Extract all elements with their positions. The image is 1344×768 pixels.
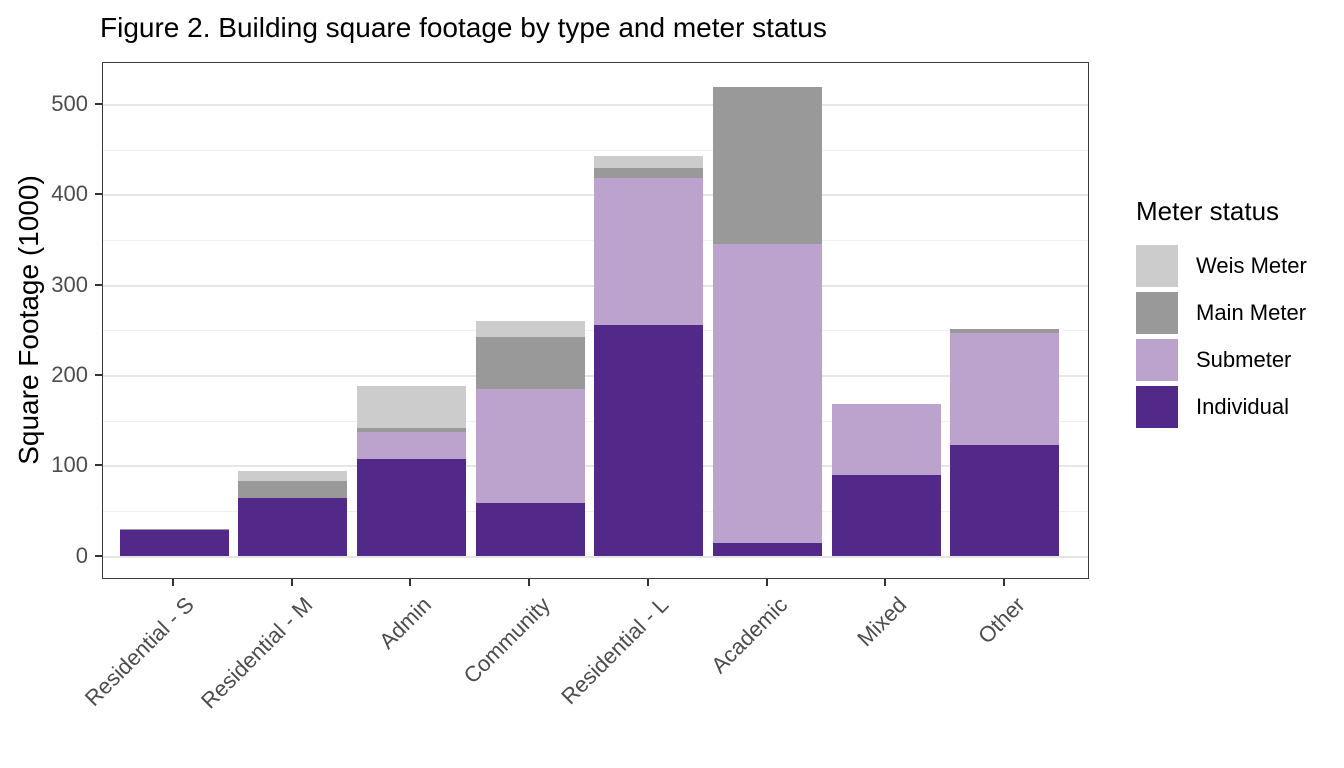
legend-item-weis-meter: Weis Meter (1136, 245, 1307, 287)
legend-item-submeter: Submeter (1136, 339, 1307, 381)
y-tick-label-500: 500 (51, 91, 88, 116)
plot-panel (102, 62, 1089, 579)
legend-label-submeter: Submeter (1196, 347, 1292, 372)
bar-admin-submeter (356, 431, 466, 459)
bar-academic-main-meter (713, 86, 822, 245)
bar-academic-submeter (713, 244, 822, 543)
legend-items: Weis Meter Main Meter Submeter Individual (1136, 245, 1307, 428)
y-tick-0 (95, 554, 102, 557)
legend-item-individual: Individual (1136, 386, 1307, 428)
bar-other-submeter (950, 332, 1060, 445)
gridline-major-500 (103, 104, 1088, 106)
y-axis-title: Square Footage (1000) (13, 175, 44, 465)
bar-residential-l-individual (594, 325, 704, 557)
bar-academic-individual (713, 542, 822, 557)
y-tick-300 (95, 283, 102, 286)
gridline-major-0 (103, 555, 1088, 558)
x-label-admin: Admin (374, 592, 437, 654)
bar-residential-m-main-meter (238, 480, 348, 498)
bar-mixed-submeter (831, 403, 941, 476)
x-label-residential-l: Residential - L (556, 592, 674, 710)
bar-residential-m-individual (238, 497, 348, 557)
gridline-minor-450 (103, 149, 1088, 151)
bar-mixed-individual (831, 475, 941, 557)
y-tick-label-200: 200 (51, 361, 88, 387)
bar-community-individual (475, 503, 585, 557)
x-tick-community (528, 579, 531, 586)
x-label-residential-m: Residential - M (195, 592, 318, 714)
y-tick-100 (95, 464, 102, 467)
bar-admin-individual (356, 458, 466, 557)
legend-key-weis-meter (1136, 245, 1178, 287)
legend-key-main-meter (1136, 292, 1178, 334)
legend-item-main-meter: Main Meter (1136, 292, 1307, 334)
bar-other-individual (950, 444, 1060, 557)
legend: Meter status Weis Meter Main Meter Submete… (1136, 196, 1307, 433)
y-tick-400 (95, 193, 102, 196)
legend-label-weis-meter: Weis Meter (1196, 253, 1307, 278)
bar-other-main-meter (950, 328, 1060, 333)
bar-residential-s-individual (119, 530, 229, 557)
x-label-other: Other (972, 592, 1030, 649)
x-tick-residential-m (290, 579, 293, 586)
x-tick-admin (409, 579, 412, 586)
bar-residential-l-main-meter (594, 168, 704, 179)
bar-admin-weis-meter (356, 385, 466, 429)
bar-admin-main-meter (356, 428, 466, 432)
y-tick-label-0: 0 (75, 542, 88, 568)
y-tick-500 (95, 103, 102, 105)
legend-key-individual (1136, 386, 1178, 428)
bar-residential-l-weis-meter (594, 156, 704, 169)
y-tick-label-300: 300 (51, 271, 88, 297)
x-tick-residential-s (172, 579, 174, 586)
legend-label-main-meter: Main Meter (1196, 300, 1307, 325)
bar-residential-l-submeter (594, 178, 704, 326)
bar-community-submeter (475, 389, 585, 504)
x-tick-residential-l (646, 579, 649, 586)
chart-title: Figure 2. Building square footage by typ… (100, 12, 827, 43)
y-tick-label-100: 100 (51, 452, 88, 478)
y-tick-label-400: 400 (51, 181, 88, 207)
x-tick-other (1002, 579, 1005, 586)
legend-key-submeter (1136, 339, 1178, 381)
legend-title: Meter status (1136, 196, 1280, 226)
y-tick-200 (95, 373, 102, 376)
bar-residential-m-weis-meter (238, 470, 348, 481)
bar-community-weis-meter (475, 320, 585, 338)
x-label-academic: Academic (706, 592, 793, 678)
bar-residential-s-main-meter (119, 529, 229, 531)
x-label-residential-s: Residential - S (79, 592, 199, 711)
bar-community-main-meter (475, 337, 585, 390)
x-label-mixed: Mixed (851, 592, 911, 652)
x-tick-mixed (884, 579, 887, 586)
x-tick-academic (765, 579, 768, 586)
x-label-community: Community (458, 592, 555, 689)
legend-label-individual: Individual (1196, 394, 1289, 419)
